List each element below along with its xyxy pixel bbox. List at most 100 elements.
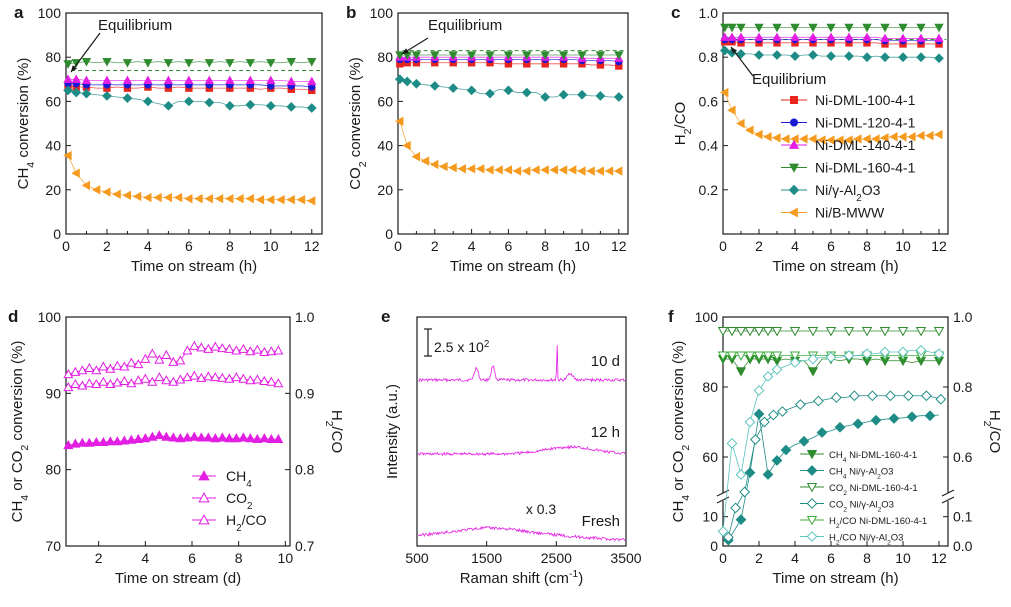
label-part: or CO (670, 451, 687, 495)
label-part: 2 (236, 523, 241, 534)
data-point (224, 433, 235, 443)
series-h2-co (63, 340, 284, 379)
data-point (726, 437, 738, 449)
series-ch4 (63, 430, 284, 450)
data-point (189, 431, 200, 441)
data-point (102, 91, 112, 101)
x-axis-label: Time on stream (h) (772, 258, 898, 275)
axis-break-mark (941, 496, 955, 504)
data-point (739, 486, 750, 498)
label-part: Ni-DML-160-4-1 (815, 160, 916, 176)
data-point (753, 351, 765, 361)
x-tick-label: 12 (304, 238, 320, 254)
data-point (429, 81, 440, 91)
data-point (934, 129, 943, 140)
label-part: CO (829, 483, 843, 494)
data-point (916, 52, 926, 63)
data-point (126, 357, 137, 367)
data-point (71, 168, 80, 178)
panel-letter: c (671, 3, 680, 22)
y-tick-label: 10 (702, 509, 718, 525)
data-point (816, 427, 828, 438)
y-tick-label: 80 (377, 49, 393, 65)
label-part: H (829, 516, 836, 527)
y2-axis-label: H2/CO (981, 410, 1003, 453)
legend-marker (806, 465, 818, 476)
data-point (245, 75, 256, 84)
x-tick-label: 6 (827, 550, 835, 566)
arrow-head (731, 47, 738, 54)
label-part: 4 (246, 479, 252, 490)
data-point (844, 32, 854, 41)
x-tick-label: 2 (431, 238, 439, 254)
label-part: H (226, 512, 236, 528)
axis-break-gap (717, 493, 729, 501)
x-tick-label: 6 (188, 550, 196, 566)
label-part: CH (226, 468, 246, 484)
data-point (549, 165, 558, 175)
data-point (411, 151, 420, 162)
data-point (717, 525, 729, 537)
data-point (105, 436, 116, 446)
data-point (184, 75, 194, 84)
data-point (727, 105, 736, 115)
data-point (430, 51, 440, 60)
data-point (306, 103, 317, 113)
data-point (835, 135, 844, 145)
label-part: CH (829, 450, 843, 461)
data-point (879, 327, 891, 337)
data-point (245, 59, 256, 68)
x-tick-label: 2 (755, 238, 763, 254)
y2-tick-label: 0.8 (295, 462, 315, 478)
label-part: conversion (%) (15, 58, 32, 162)
data-point (273, 433, 284, 443)
y-tick-label: 80 (45, 49, 61, 65)
series-ni-al2o3 (394, 74, 624, 102)
data-point (307, 76, 317, 86)
data-point (276, 195, 285, 205)
panel-letter: b (346, 3, 356, 22)
legend-item: CO2 Ni-DML-160-4-1 (800, 483, 918, 497)
x-tick-label: 0 (394, 238, 402, 254)
data-point (63, 60, 73, 69)
data-point (613, 92, 624, 102)
data-point (825, 327, 837, 337)
data-point (772, 50, 782, 60)
data-point (133, 375, 144, 385)
y-axis-label: CH4 or CO2 conversion (%) (670, 341, 692, 523)
spectrum-label: 12 h (591, 424, 620, 441)
data-point (140, 433, 151, 443)
label-part: 2 (247, 501, 252, 512)
label-part: 2 (682, 128, 694, 134)
data-point (255, 195, 265, 205)
legend-label: Ni-DML-160-4-1 (815, 160, 916, 176)
data-point (595, 166, 604, 176)
data-point (595, 51, 606, 60)
panel-c-legend: Ni-DML-100-4-1 Ni-DML-120-4-1 Ni-DML-140-4… (781, 92, 916, 221)
data-point (906, 411, 918, 423)
data-point (558, 51, 569, 60)
data-point (826, 32, 836, 41)
legend-item: CH4 (192, 468, 252, 490)
data-point (935, 393, 947, 405)
y-tick-label: 60 (702, 449, 718, 465)
x-tick-label: 8 (226, 238, 234, 254)
data-point (789, 327, 801, 337)
y2-tick-label: 1.0 (953, 309, 973, 325)
data-point (245, 193, 254, 204)
data-point (214, 193, 224, 204)
y2-tick-label: 0.0 (953, 538, 973, 554)
x-axis-label: Time on stream (h) (131, 258, 257, 275)
label-part: CO (829, 500, 843, 511)
data-point (754, 32, 764, 41)
spectrum-label: 10 d (591, 353, 620, 370)
data-point (735, 351, 747, 361)
data-point (726, 351, 738, 361)
data-point (577, 166, 586, 176)
data-point (306, 196, 316, 206)
x-tick-label: 6 (505, 238, 513, 254)
data-point (245, 346, 256, 356)
label-part: /CO (986, 427, 1003, 454)
data-point (889, 132, 898, 142)
